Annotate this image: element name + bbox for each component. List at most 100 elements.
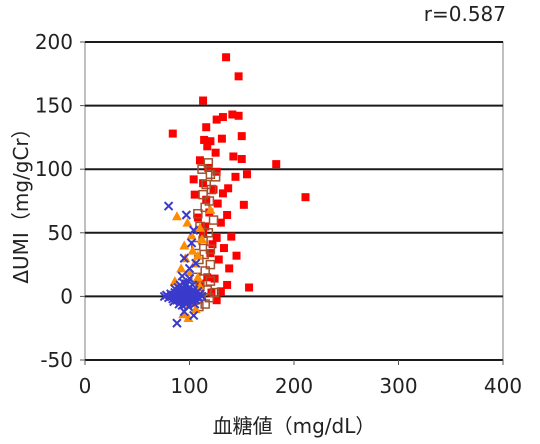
data-point [202,123,211,132]
y-axis-label: ΔUMI（mg/gCr） [9,118,33,283]
data-point [184,267,195,277]
data-point [223,210,232,219]
data-point [203,228,214,238]
data-point [199,179,208,188]
data-point [183,301,194,312]
data-point [231,172,240,181]
plot-area [84,41,504,361]
data-point [223,280,232,289]
data-point [212,115,221,124]
x-tick-label: 300 [379,374,417,398]
data-point [272,160,281,169]
grid-layer [84,41,504,361]
data-point [229,152,238,161]
axis-layer [80,41,504,365]
data-point [205,169,216,180]
data-point [209,287,220,298]
data-point [186,238,197,248]
data-point [212,233,221,242]
data-point [191,258,201,269]
data-point [232,251,241,260]
x-axis-label: 血糖値（mg/dL） [213,414,376,438]
data-point [195,156,204,165]
data-point [205,259,216,270]
data-point [187,245,198,255]
data-point [198,189,208,200]
data-point [224,184,233,193]
data-point [212,167,221,176]
data-point [205,244,216,255]
data-point [234,72,243,81]
data-point [179,253,189,263]
data-point [176,263,187,273]
data-point [208,215,219,225]
data-point [211,148,220,157]
data-point [206,137,215,146]
data-point [219,244,228,253]
x-tick-label: 0 [79,374,92,398]
data-point [172,318,182,328]
data-point [173,282,183,293]
data-point [200,266,210,276]
x-tick-label: 400 [484,374,522,398]
data-point [188,225,199,235]
y-tick-label: 150 [35,94,73,118]
data-point [184,273,195,284]
x-tick-label: 100 [170,374,208,398]
y-tick-label: 200 [35,30,73,54]
data-point [205,276,216,286]
data-point [213,199,222,208]
data-point [225,264,234,273]
data-point [197,291,207,302]
data-point [200,135,209,144]
data-point [163,201,174,211]
data-point [242,170,251,179]
data-point [216,287,225,296]
data-point [222,53,231,62]
data-point [181,210,192,220]
data-point [188,310,199,321]
data-point [182,217,193,227]
data-point [218,189,227,198]
data-point [204,292,215,303]
data-point [203,158,214,168]
data-point [202,195,211,204]
data-point [171,211,182,221]
data-point [190,190,199,199]
data-point [191,240,201,251]
data-point [197,234,208,244]
data-point [209,185,218,194]
data-point [190,304,201,314]
data-point [189,175,198,184]
data-point [168,129,177,138]
data-point [237,132,246,141]
data-point [212,296,221,305]
data-point [204,163,213,172]
data-point [199,96,208,105]
data-point [216,218,225,227]
points-layer [159,53,310,328]
data-point [234,111,243,120]
data-point [199,249,209,260]
data-point [201,222,210,231]
x-tick-label: 200 [275,374,313,398]
data-point [217,134,226,143]
y-tick-label: -50 [40,348,73,372]
y-tick-label: 50 [48,221,73,245]
data-point [193,208,203,219]
data-point [228,110,237,119]
data-point [227,232,236,241]
data-point [199,230,208,239]
data-point [301,193,310,202]
data-point [205,204,216,214]
data-point [197,164,207,174]
data-point [214,255,223,264]
y-tick-label: 100 [35,157,73,181]
data-point [192,250,203,260]
data-point [201,179,211,190]
data-point [218,113,227,122]
data-point [245,283,254,292]
data-point [210,172,221,182]
